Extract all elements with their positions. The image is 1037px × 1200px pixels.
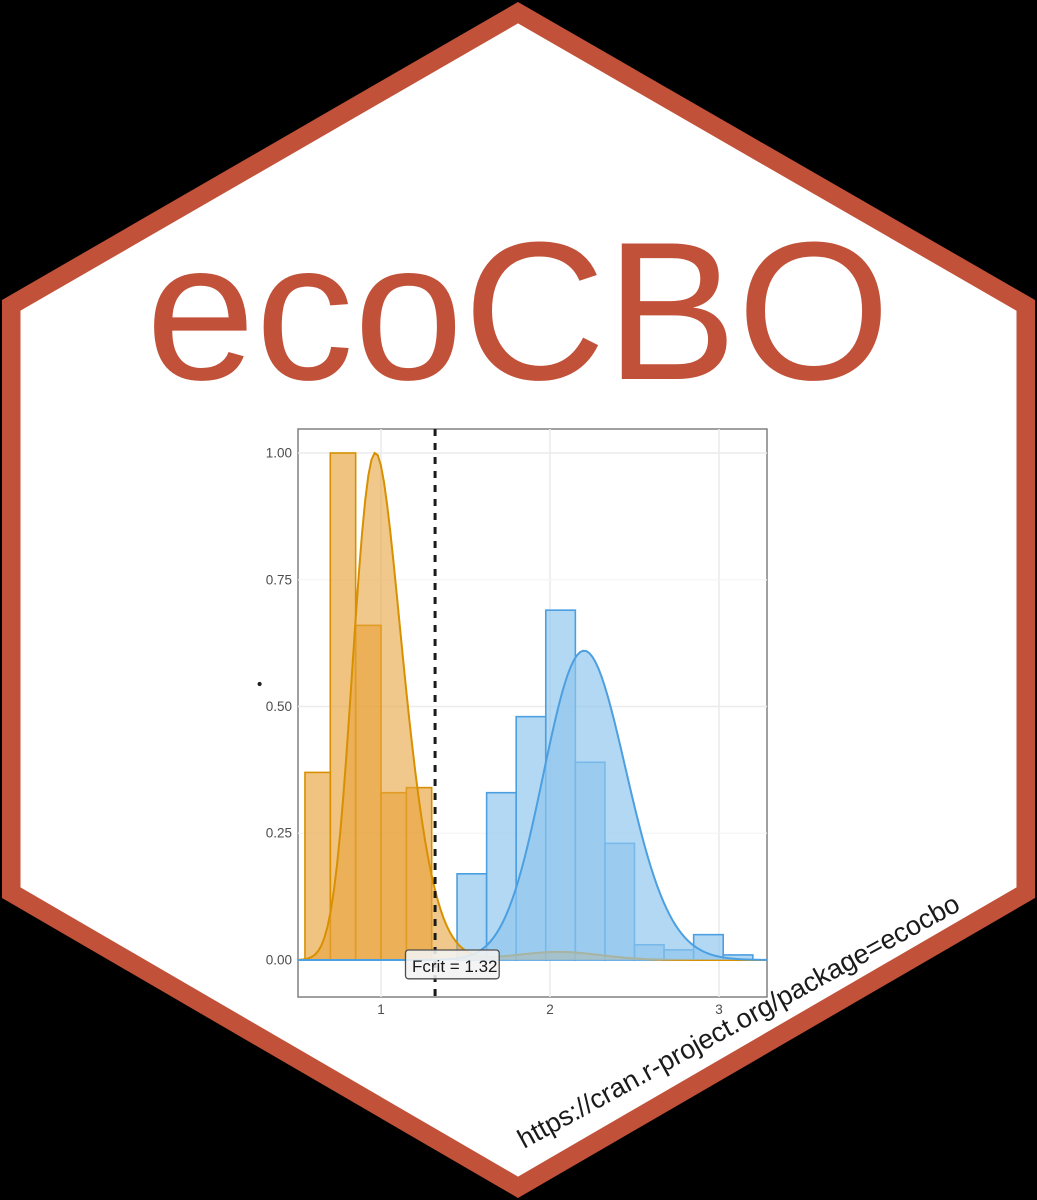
svg-text:0.00: 0.00 [266, 953, 292, 968]
svg-text:0.25: 0.25 [266, 826, 292, 841]
svg-text:1: 1 [377, 1002, 385, 1017]
svg-text:ecoCBO: ecoCBO [146, 201, 891, 421]
svg-text:0.50: 0.50 [266, 699, 292, 714]
svg-text:2: 2 [546, 1002, 554, 1017]
svg-text:0.75: 0.75 [266, 573, 292, 588]
svg-text:1.00: 1.00 [266, 446, 292, 461]
svg-text:Fcrit = 1.32: Fcrit = 1.32 [412, 957, 498, 976]
